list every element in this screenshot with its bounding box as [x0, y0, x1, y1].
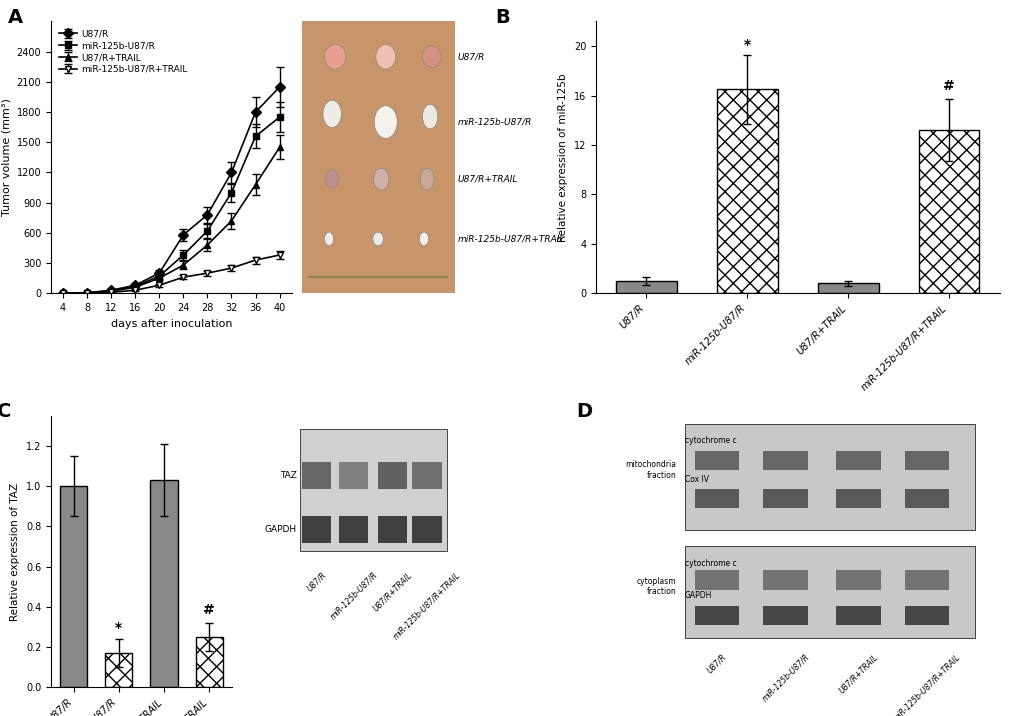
- Text: #: #: [943, 79, 954, 93]
- Text: GAPDH: GAPDH: [684, 591, 711, 601]
- Bar: [762, 489, 807, 508]
- Text: U87/R: U87/R: [305, 571, 327, 594]
- Ellipse shape: [324, 44, 345, 69]
- Bar: [150, 480, 177, 687]
- Bar: [762, 451, 807, 470]
- Bar: [904, 571, 949, 589]
- Text: U87/R+TRAIL: U87/R+TRAIL: [371, 571, 414, 613]
- Ellipse shape: [326, 170, 338, 188]
- Text: miR-125b-U87/R+TRAIL: miR-125b-U87/R+TRAIL: [458, 234, 565, 243]
- Ellipse shape: [323, 100, 341, 127]
- Bar: [836, 489, 879, 508]
- Text: A: A: [8, 8, 22, 27]
- Bar: [817, 284, 877, 294]
- Text: B: B: [494, 8, 510, 27]
- Bar: [694, 571, 739, 589]
- Text: C: C: [0, 402, 11, 421]
- Bar: [694, 606, 739, 625]
- Bar: [378, 462, 407, 489]
- Bar: [836, 606, 879, 625]
- Ellipse shape: [324, 232, 333, 246]
- Bar: [904, 489, 949, 508]
- Ellipse shape: [422, 105, 437, 129]
- Text: cytoplasm
fraction: cytoplasm fraction: [637, 577, 676, 596]
- Bar: [302, 516, 330, 543]
- Text: U87/R: U87/R: [705, 652, 728, 675]
- Bar: [300, 429, 446, 551]
- X-axis label: days after inoculation: days after inoculation: [110, 319, 232, 329]
- Bar: [904, 451, 949, 470]
- Ellipse shape: [374, 106, 396, 138]
- Y-axis label: Tumor volume (mm³): Tumor volume (mm³): [1, 98, 11, 216]
- Bar: [338, 462, 368, 489]
- Bar: [615, 281, 676, 294]
- Text: miR-125b-U87/R: miR-125b-U87/R: [759, 652, 810, 703]
- Bar: [694, 451, 739, 470]
- Bar: [684, 546, 974, 639]
- Text: miR-125b-U87/R+TRAIL: miR-125b-U87/R+TRAIL: [891, 652, 961, 716]
- Bar: [105, 653, 132, 687]
- Y-axis label: Relative expression of miR-125b: Relative expression of miR-125b: [557, 73, 568, 241]
- Text: GAPDH: GAPDH: [264, 526, 297, 534]
- Bar: [836, 571, 879, 589]
- Text: miR-125b-U87/R+TRAIL: miR-125b-U87/R+TRAIL: [391, 571, 462, 642]
- Bar: [196, 637, 222, 687]
- Text: U87/R+TRAIL: U87/R+TRAIL: [458, 175, 518, 183]
- Text: U87/R: U87/R: [458, 52, 485, 62]
- Text: miR-125b-U87/R: miR-125b-U87/R: [328, 571, 379, 621]
- Bar: [378, 516, 407, 543]
- Bar: [762, 606, 807, 625]
- Text: TAZ: TAZ: [279, 471, 297, 480]
- Text: #: #: [203, 603, 215, 617]
- Bar: [716, 90, 776, 294]
- Bar: [918, 130, 978, 294]
- Bar: [338, 516, 368, 543]
- Legend: U87/R, miR-125b-U87/R, U87/R+TRAIL, miR-125b-U87/R+TRAIL: U87/R, miR-125b-U87/R, U87/R+TRAIL, miR-…: [55, 26, 191, 77]
- Bar: [904, 606, 949, 625]
- Bar: [302, 462, 330, 489]
- Text: D: D: [575, 402, 591, 421]
- Text: Cox IV: Cox IV: [684, 475, 708, 483]
- Text: mitochondria
fraction: mitochondria fraction: [625, 460, 676, 480]
- Text: *: *: [743, 39, 750, 52]
- Bar: [762, 571, 807, 589]
- Text: U87/R+TRAIL: U87/R+TRAIL: [837, 652, 878, 695]
- Ellipse shape: [373, 168, 388, 190]
- Ellipse shape: [375, 44, 395, 69]
- Text: *: *: [115, 621, 122, 635]
- Ellipse shape: [420, 168, 433, 190]
- Text: cytochrome c: cytochrome c: [684, 437, 736, 445]
- Ellipse shape: [372, 232, 383, 246]
- Bar: [412, 462, 441, 489]
- Ellipse shape: [422, 46, 440, 68]
- Bar: [412, 516, 441, 543]
- Bar: [836, 451, 879, 470]
- Text: cytochrome c: cytochrome c: [684, 558, 736, 568]
- Bar: [684, 424, 974, 530]
- Text: miR-125b-U87/R: miR-125b-U87/R: [458, 117, 532, 127]
- Ellipse shape: [419, 232, 428, 246]
- Y-axis label: Relative expression of TAZ: Relative expression of TAZ: [10, 483, 20, 621]
- Bar: [694, 489, 739, 508]
- Bar: [60, 486, 87, 687]
